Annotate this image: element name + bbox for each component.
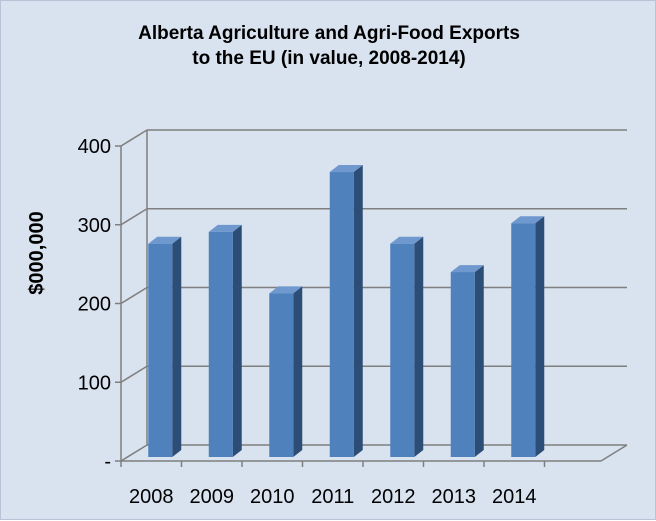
- bar: [329, 172, 354, 458]
- x-tick-label: 2008: [129, 486, 174, 508]
- x-tick-label: 2014: [492, 486, 537, 508]
- floor-right-edge: [600, 444, 628, 462]
- bar: [208, 231, 233, 457]
- bar: [148, 243, 173, 457]
- bar-top: [450, 265, 484, 273]
- bar-top: [148, 236, 182, 244]
- bar-side: [293, 286, 303, 457]
- bar-side: [414, 236, 424, 457]
- bar-side: [172, 236, 182, 457]
- y-tick-label: 400: [78, 136, 111, 158]
- y-tick-label: 300: [78, 215, 111, 237]
- gridline-diagonal: [120, 129, 148, 147]
- bar: [269, 293, 294, 457]
- y-tick-label: 100: [78, 372, 111, 394]
- gridline-diagonal: [120, 208, 148, 226]
- chart-title: Alberta Agriculture and Agri-Food Export…: [1, 21, 656, 71]
- x-tick-label: 2011: [311, 486, 354, 508]
- bar-top: [511, 216, 545, 224]
- bar-top: [329, 165, 363, 173]
- y-tick-label: -: [104, 451, 111, 473]
- x-tick-label: 2009: [190, 486, 235, 508]
- y-tick-label: 200: [78, 294, 111, 316]
- bar-side: [353, 165, 363, 458]
- chart-title-line-1: Alberta Agriculture and Agri-Food Export…: [138, 23, 520, 44]
- bar-top: [390, 236, 424, 244]
- bar: [511, 223, 536, 457]
- bar-side: [474, 265, 484, 457]
- bar-top: [208, 224, 242, 232]
- gridline-diagonal: [120, 365, 148, 383]
- x-tick-label: 2013: [432, 486, 477, 508]
- bar-side: [232, 224, 242, 457]
- chart-title-line-2: to the EU (in value, 2008-2014): [192, 48, 466, 69]
- bar-side: [535, 216, 545, 457]
- bar: [450, 272, 475, 457]
- y-axis-label: $000,000: [26, 211, 48, 294]
- bar-top: [269, 286, 303, 294]
- gridline-diagonal: [120, 286, 148, 305]
- bar: [390, 243, 415, 457]
- gridline-diagonal: [120, 444, 148, 462]
- x-tick-label: 2012: [371, 486, 416, 508]
- x-tick-label: 2010: [250, 486, 295, 508]
